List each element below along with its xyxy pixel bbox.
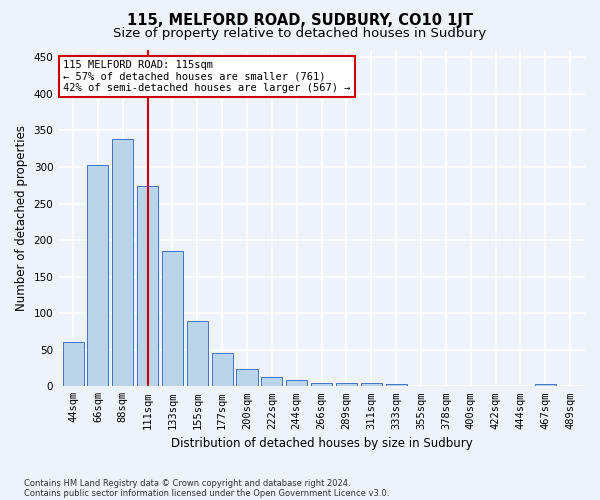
Text: Contains public sector information licensed under the Open Government Licence v3: Contains public sector information licen… — [24, 488, 389, 498]
Bar — [386, 384, 407, 386]
Bar — [336, 382, 357, 386]
Bar — [236, 370, 257, 386]
Bar — [262, 377, 283, 386]
Bar — [311, 384, 332, 386]
Bar — [62, 342, 83, 386]
Bar — [112, 139, 133, 386]
Bar — [535, 384, 556, 386]
Text: Contains HM Land Registry data © Crown copyright and database right 2024.: Contains HM Land Registry data © Crown c… — [24, 478, 350, 488]
Bar — [137, 186, 158, 386]
Text: 115 MELFORD ROAD: 115sqm
← 57% of detached houses are smaller (761)
42% of semi-: 115 MELFORD ROAD: 115sqm ← 57% of detach… — [64, 60, 351, 94]
Text: Size of property relative to detached houses in Sudbury: Size of property relative to detached ho… — [113, 28, 487, 40]
Bar — [286, 380, 307, 386]
Y-axis label: Number of detached properties: Number of detached properties — [15, 125, 28, 311]
Bar — [88, 165, 109, 386]
Text: 115, MELFORD ROAD, SUDBURY, CO10 1JT: 115, MELFORD ROAD, SUDBURY, CO10 1JT — [127, 12, 473, 28]
Bar — [361, 384, 382, 386]
X-axis label: Distribution of detached houses by size in Sudbury: Distribution of detached houses by size … — [171, 437, 472, 450]
Bar — [187, 320, 208, 386]
Bar — [212, 354, 233, 386]
Bar — [162, 251, 183, 386]
